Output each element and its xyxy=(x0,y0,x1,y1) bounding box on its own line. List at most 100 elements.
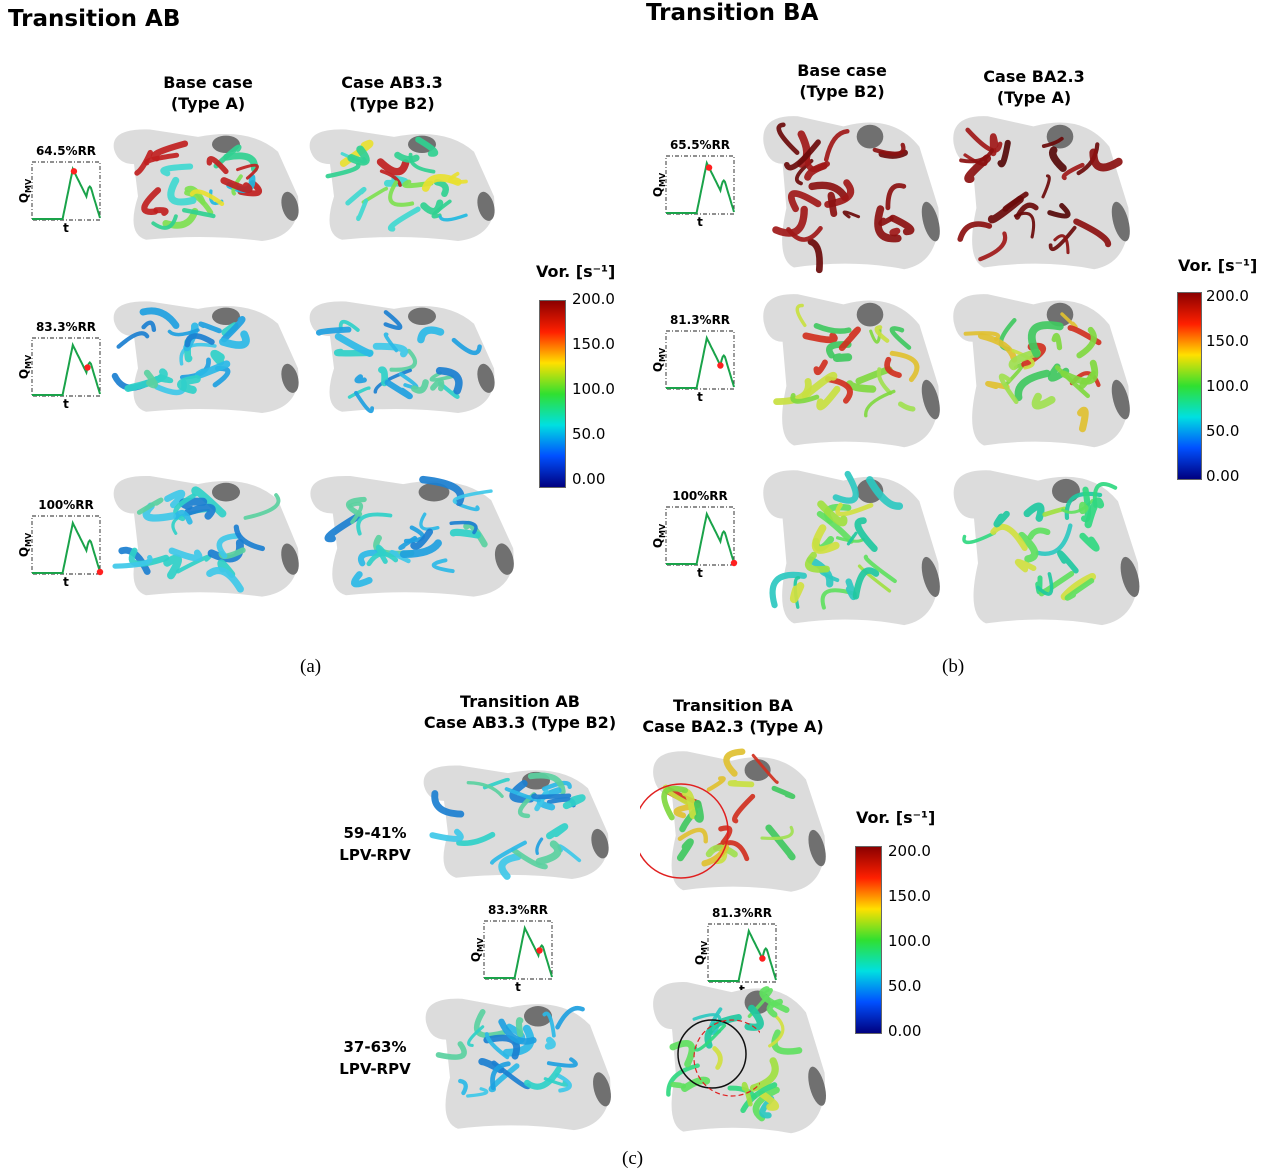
vortex-structure xyxy=(835,502,874,517)
pulmonary-vein-ellipse xyxy=(856,124,884,149)
colorbar-a-title: Vor. [s⁻¹] xyxy=(536,262,616,281)
vortex-structure xyxy=(1014,369,1051,402)
vortex-structure xyxy=(1035,523,1073,557)
vortex-structure xyxy=(817,500,848,527)
vortex-structure xyxy=(727,780,755,788)
mini-plot-flow-curve xyxy=(484,924,553,979)
vortex-structure xyxy=(1017,531,1039,563)
pulmonary-vein-ellipse xyxy=(494,543,514,575)
vortex-structure xyxy=(484,1032,510,1060)
vortex-structure xyxy=(1014,202,1039,220)
vortex-structure xyxy=(153,207,169,216)
vortex-structure xyxy=(206,156,229,175)
vortex-structure xyxy=(220,316,246,343)
vortex-structure xyxy=(1027,527,1051,541)
panel-c-col2-header: Transition BA Case BA2.3 (Type A) xyxy=(642,696,824,736)
vortex-structure xyxy=(141,187,162,215)
atrium-b-case-row2 xyxy=(946,284,1136,454)
mini-plot-a-row3: 100%RR QMV t xyxy=(10,496,110,592)
mini-plot-rr-label: 83.3%RR xyxy=(488,903,548,917)
mini-plot-time-marker xyxy=(730,559,738,567)
vortex-structure xyxy=(191,486,227,518)
vortex-structure xyxy=(705,844,738,858)
vortex-structure xyxy=(985,380,1010,390)
vortex-structure xyxy=(435,1041,467,1060)
colorbar-c-title: Vor. [s⁻¹] xyxy=(856,808,936,827)
vortex-structure xyxy=(504,787,541,803)
vortex-structure xyxy=(177,375,201,394)
colorbar-a-tick-150: 150.0 xyxy=(572,335,615,353)
vortex-structure xyxy=(842,210,861,219)
mini-plot-x-label: t xyxy=(697,566,703,579)
vortex-structure xyxy=(795,303,807,327)
pulmonary-vein-ellipse xyxy=(477,191,495,221)
vortex-structure xyxy=(670,1081,687,1089)
vortex-structure xyxy=(354,374,367,384)
mini-plot-c-col2: 81.3%RR QMV t xyxy=(686,904,786,1000)
pulmonary-vein-ellipse xyxy=(921,201,940,242)
vortex-structure xyxy=(345,186,367,206)
vortex-structure xyxy=(1002,191,1029,212)
mini-plot-time-marker xyxy=(84,364,91,371)
vortex-structure xyxy=(184,503,216,520)
vortex-structure xyxy=(827,191,838,218)
colorbar-a-tick-200: 200.0 xyxy=(572,290,615,308)
vortex-structure xyxy=(1023,502,1045,522)
mini-plot-frame xyxy=(31,337,101,397)
vortex-structure xyxy=(832,470,859,504)
mini-plot-flow-curve xyxy=(32,519,101,574)
vortex-structure xyxy=(236,163,259,180)
vortex-structure xyxy=(527,772,566,795)
vortex-structure xyxy=(752,1086,780,1122)
vortex-structure xyxy=(189,189,225,206)
vortex-structure xyxy=(1078,501,1089,515)
vortex-structure xyxy=(356,198,369,222)
mini-plot-rr-label: 64.5%RR xyxy=(36,144,96,158)
vortex-structure xyxy=(1048,146,1067,172)
vortex-structure xyxy=(1060,312,1078,329)
vortex-structure xyxy=(388,180,415,207)
vortex-structure xyxy=(874,325,890,343)
colorbar-c-tick-50: 50.0 xyxy=(888,977,922,995)
vortex-structure xyxy=(451,337,482,356)
colorbar-c-tick-200: 200.0 xyxy=(888,842,931,860)
vortex-structure xyxy=(502,1024,535,1057)
vortex-structure xyxy=(846,380,877,393)
pulmonary-vein-ellipse xyxy=(744,759,771,781)
vortex-structure xyxy=(555,1072,572,1093)
vortex-structure xyxy=(758,1090,780,1111)
mini-plot-x-label: t xyxy=(63,397,69,410)
mini-plot-time-marker xyxy=(705,164,713,171)
vortex-structure xyxy=(1060,572,1097,601)
mini-plot-y-label: QMV xyxy=(651,172,667,197)
vortex-structure xyxy=(864,389,896,418)
mini-plot-x-label: t xyxy=(63,221,69,234)
vortex-structure xyxy=(448,171,468,184)
vortex-structure xyxy=(993,510,1010,528)
atrium-c-ab-row2 xyxy=(418,990,618,1136)
colorbar-b-tick-100: 100.0 xyxy=(1206,377,1249,395)
mini-plot-frame xyxy=(665,506,735,566)
vortex-structure xyxy=(874,205,902,243)
pulmonary-vein-ellipse xyxy=(212,482,240,502)
vortex-structure xyxy=(1061,162,1085,181)
vortex-structure xyxy=(542,1011,556,1038)
vortex-structure xyxy=(431,790,465,818)
vortex-structure xyxy=(808,181,849,202)
vortex-structure xyxy=(1047,203,1071,219)
vortex-structure xyxy=(1027,321,1064,358)
vortex-structure xyxy=(383,332,399,353)
atrium-c-ba-row2 xyxy=(646,972,832,1140)
pulmonary-vein-ellipse xyxy=(856,302,884,327)
vortex-structure xyxy=(1079,370,1096,390)
vortex-structure xyxy=(769,571,807,609)
vortex-structure xyxy=(863,554,897,584)
mini-plot-time-marker xyxy=(759,955,766,962)
vortex-structure xyxy=(338,319,360,332)
vortex-structure xyxy=(144,152,180,166)
mini-plot-frame xyxy=(665,155,735,215)
vortex-structure xyxy=(804,157,830,173)
vortex-structure xyxy=(194,360,231,379)
vortex-structure xyxy=(219,330,250,349)
mini-plot-frame xyxy=(31,161,101,221)
